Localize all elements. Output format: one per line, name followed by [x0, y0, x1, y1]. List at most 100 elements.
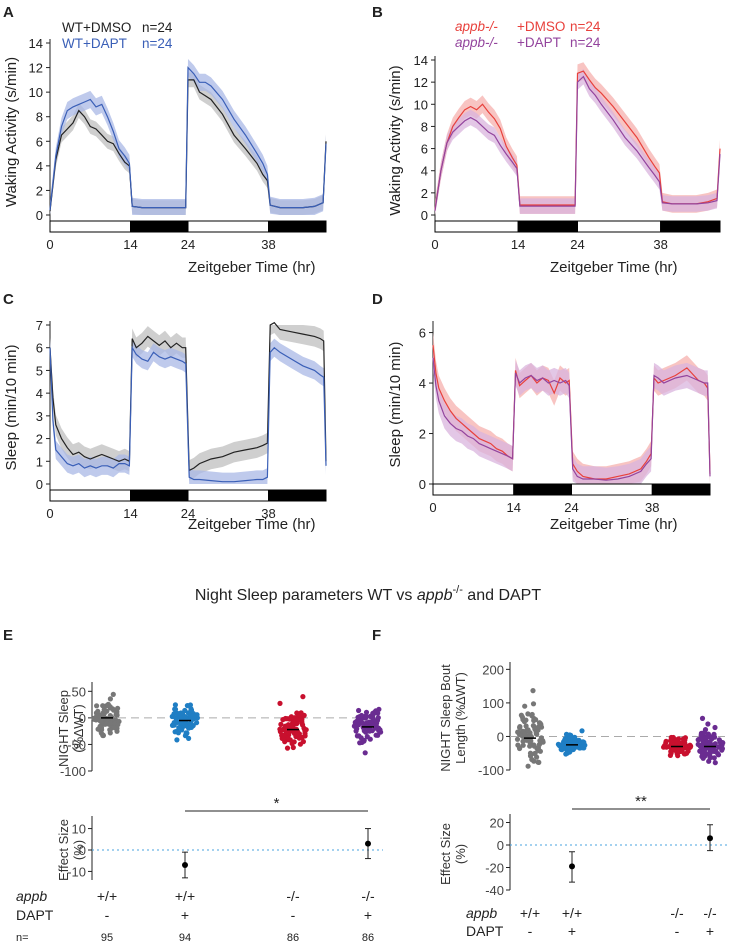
dot-e-0-75 — [115, 722, 121, 728]
dot-f-3-73 — [711, 755, 717, 761]
row-value-f-appb-0: +/+ — [520, 905, 540, 921]
dot-f-0-62 — [520, 738, 526, 744]
bottom-y-label-f-0: Effect Size — [438, 823, 453, 885]
dot-e-3-77 — [359, 712, 365, 719]
row-value-e-appb-3: -/- — [361, 888, 375, 904]
row-value-e-n-0: 95 — [101, 932, 113, 943]
effect-point-e-0 — [182, 862, 188, 868]
x-tick-label-c-24: 24 — [181, 506, 195, 521]
dot-e-0-69 — [100, 732, 106, 739]
dot-f-3-46 — [697, 743, 703, 749]
series-line-d-1 — [432, 357, 711, 481]
dot-f-0-79 — [537, 720, 543, 726]
dot-e-1-46 — [186, 735, 192, 742]
dot-f-2-57 — [675, 753, 681, 759]
section-title-gene: appb — [417, 587, 453, 604]
dot-e-3-73 — [375, 715, 381, 721]
y-tick-label-b-0: 0 — [421, 208, 428, 223]
y-tick-label-c-4: 4 — [36, 386, 43, 401]
dot-e-0-70 — [107, 713, 113, 719]
lightdark-c-1 — [130, 489, 189, 502]
dot-f-2-74 — [685, 748, 691, 754]
panel-label-a: A — [3, 4, 14, 21]
legend-extra-b-0: +DMSO — [517, 19, 565, 34]
panel-label-c: C — [3, 291, 14, 308]
bottom-y-label-f-1: (%) — [453, 844, 468, 864]
band-b-1 — [435, 68, 720, 216]
dot-e-3-75 — [370, 710, 376, 717]
y-tick-label-a-6: 6 — [36, 134, 43, 149]
lightdark-b-3 — [660, 220, 721, 233]
dot-f-2-79 — [670, 734, 676, 741]
y-tick-label-b-12: 12 — [414, 75, 428, 90]
x-tick-label-c-0: 0 — [46, 506, 53, 521]
dot-e-2-41 — [277, 726, 283, 732]
x-tick-label-c-38: 38 — [261, 506, 275, 521]
band-c-1 — [50, 338, 326, 484]
dot-e-2-70 — [294, 731, 300, 737]
y-tick-label-d-4: 4 — [419, 376, 426, 391]
dot-e-3-55 — [363, 729, 369, 735]
lightdark-d-2 — [571, 483, 653, 496]
dot-f-0-78 — [517, 724, 523, 730]
row-value-e-appb-2: -/- — [286, 888, 300, 904]
y-tick-label-c-0: 0 — [36, 477, 43, 492]
dot-f-1-79 — [581, 739, 587, 745]
y-tick-label-b-10: 10 — [414, 97, 428, 112]
panel-label-f: F — [372, 627, 381, 644]
y-tick-label-b-2: 2 — [421, 186, 428, 201]
dot-e-0-11 — [115, 705, 121, 711]
dot-f-1-64 — [567, 735, 573, 741]
row-value-e-n-2: 86 — [287, 932, 299, 943]
dot-e-0-67 — [91, 716, 98, 723]
y-axis-label-a: Waking Activity (s/min) — [3, 57, 20, 207]
row-value-e-n-3: 86 — [362, 932, 374, 943]
band-d-0 — [433, 332, 710, 484]
top-y-tick-label-f-0: 0 — [497, 729, 504, 744]
dot-e-3-76 — [367, 719, 373, 725]
dot-e-2-75 — [291, 739, 297, 745]
dot-e-1-7 — [194, 720, 200, 726]
dot-e-0-77 — [107, 704, 113, 710]
legend-n-a-0: n=24 — [142, 20, 173, 35]
y-tick-label-b-8: 8 — [421, 119, 428, 134]
dot-f-2-70 — [677, 740, 683, 746]
bottom-y-tick-label-e--10: -10 — [67, 864, 86, 879]
dot-e-0-57 — [97, 724, 103, 730]
dot-f-0-5 — [520, 742, 526, 748]
legend-extra-b-1: +DAPT — [517, 35, 561, 50]
dot-e-0-76 — [101, 707, 107, 713]
dot-f-3-35 — [715, 751, 721, 757]
y-tick-label-b-14: 14 — [414, 53, 428, 68]
y-tick-label-a-10: 10 — [29, 85, 43, 100]
y-tick-label-a-12: 12 — [29, 61, 43, 76]
dot-f-1-57 — [563, 731, 570, 738]
row-value-f-dapt-0: - — [528, 923, 533, 939]
top-y-tick-label-e-0: 0 — [79, 711, 86, 726]
dot-e-2-76 — [291, 719, 297, 726]
top-y-tick-label-f-100: 100 — [482, 696, 504, 711]
row-value-e-dapt-3: + — [364, 907, 372, 923]
lightdark-c-3 — [268, 489, 327, 502]
row-value-f-dapt-3: + — [706, 923, 714, 939]
y-tick-label-c-6: 6 — [36, 341, 43, 356]
dot-f-0-27 — [514, 736, 521, 742]
row-value-e-appb-0: +/+ — [97, 888, 117, 904]
dot-e-2-71 — [302, 733, 308, 739]
x-tick-label-c-14: 14 — [123, 506, 137, 521]
dot-f-0-51 — [520, 717, 526, 723]
dot-f-0-65 — [527, 730, 533, 736]
x-tick-label-d-24: 24 — [564, 500, 578, 515]
dot-e-0-43 — [100, 703, 106, 709]
row-value-f-dapt-1: + — [568, 923, 576, 939]
dot-f-3-76 — [699, 751, 706, 757]
dot-f-0-73 — [520, 728, 526, 734]
x-tick-label-d-38: 38 — [645, 500, 659, 515]
lightdark-c-0 — [49, 489, 131, 502]
row-value-e-dapt-0: - — [105, 907, 110, 923]
legend-label-b-1: appb-/- — [455, 35, 498, 50]
dot-e-3-41 — [361, 738, 367, 744]
dot-e-1-66 — [184, 703, 190, 709]
x-tick-label-a-38: 38 — [261, 237, 275, 252]
dot-f-3-61 — [702, 727, 709, 733]
